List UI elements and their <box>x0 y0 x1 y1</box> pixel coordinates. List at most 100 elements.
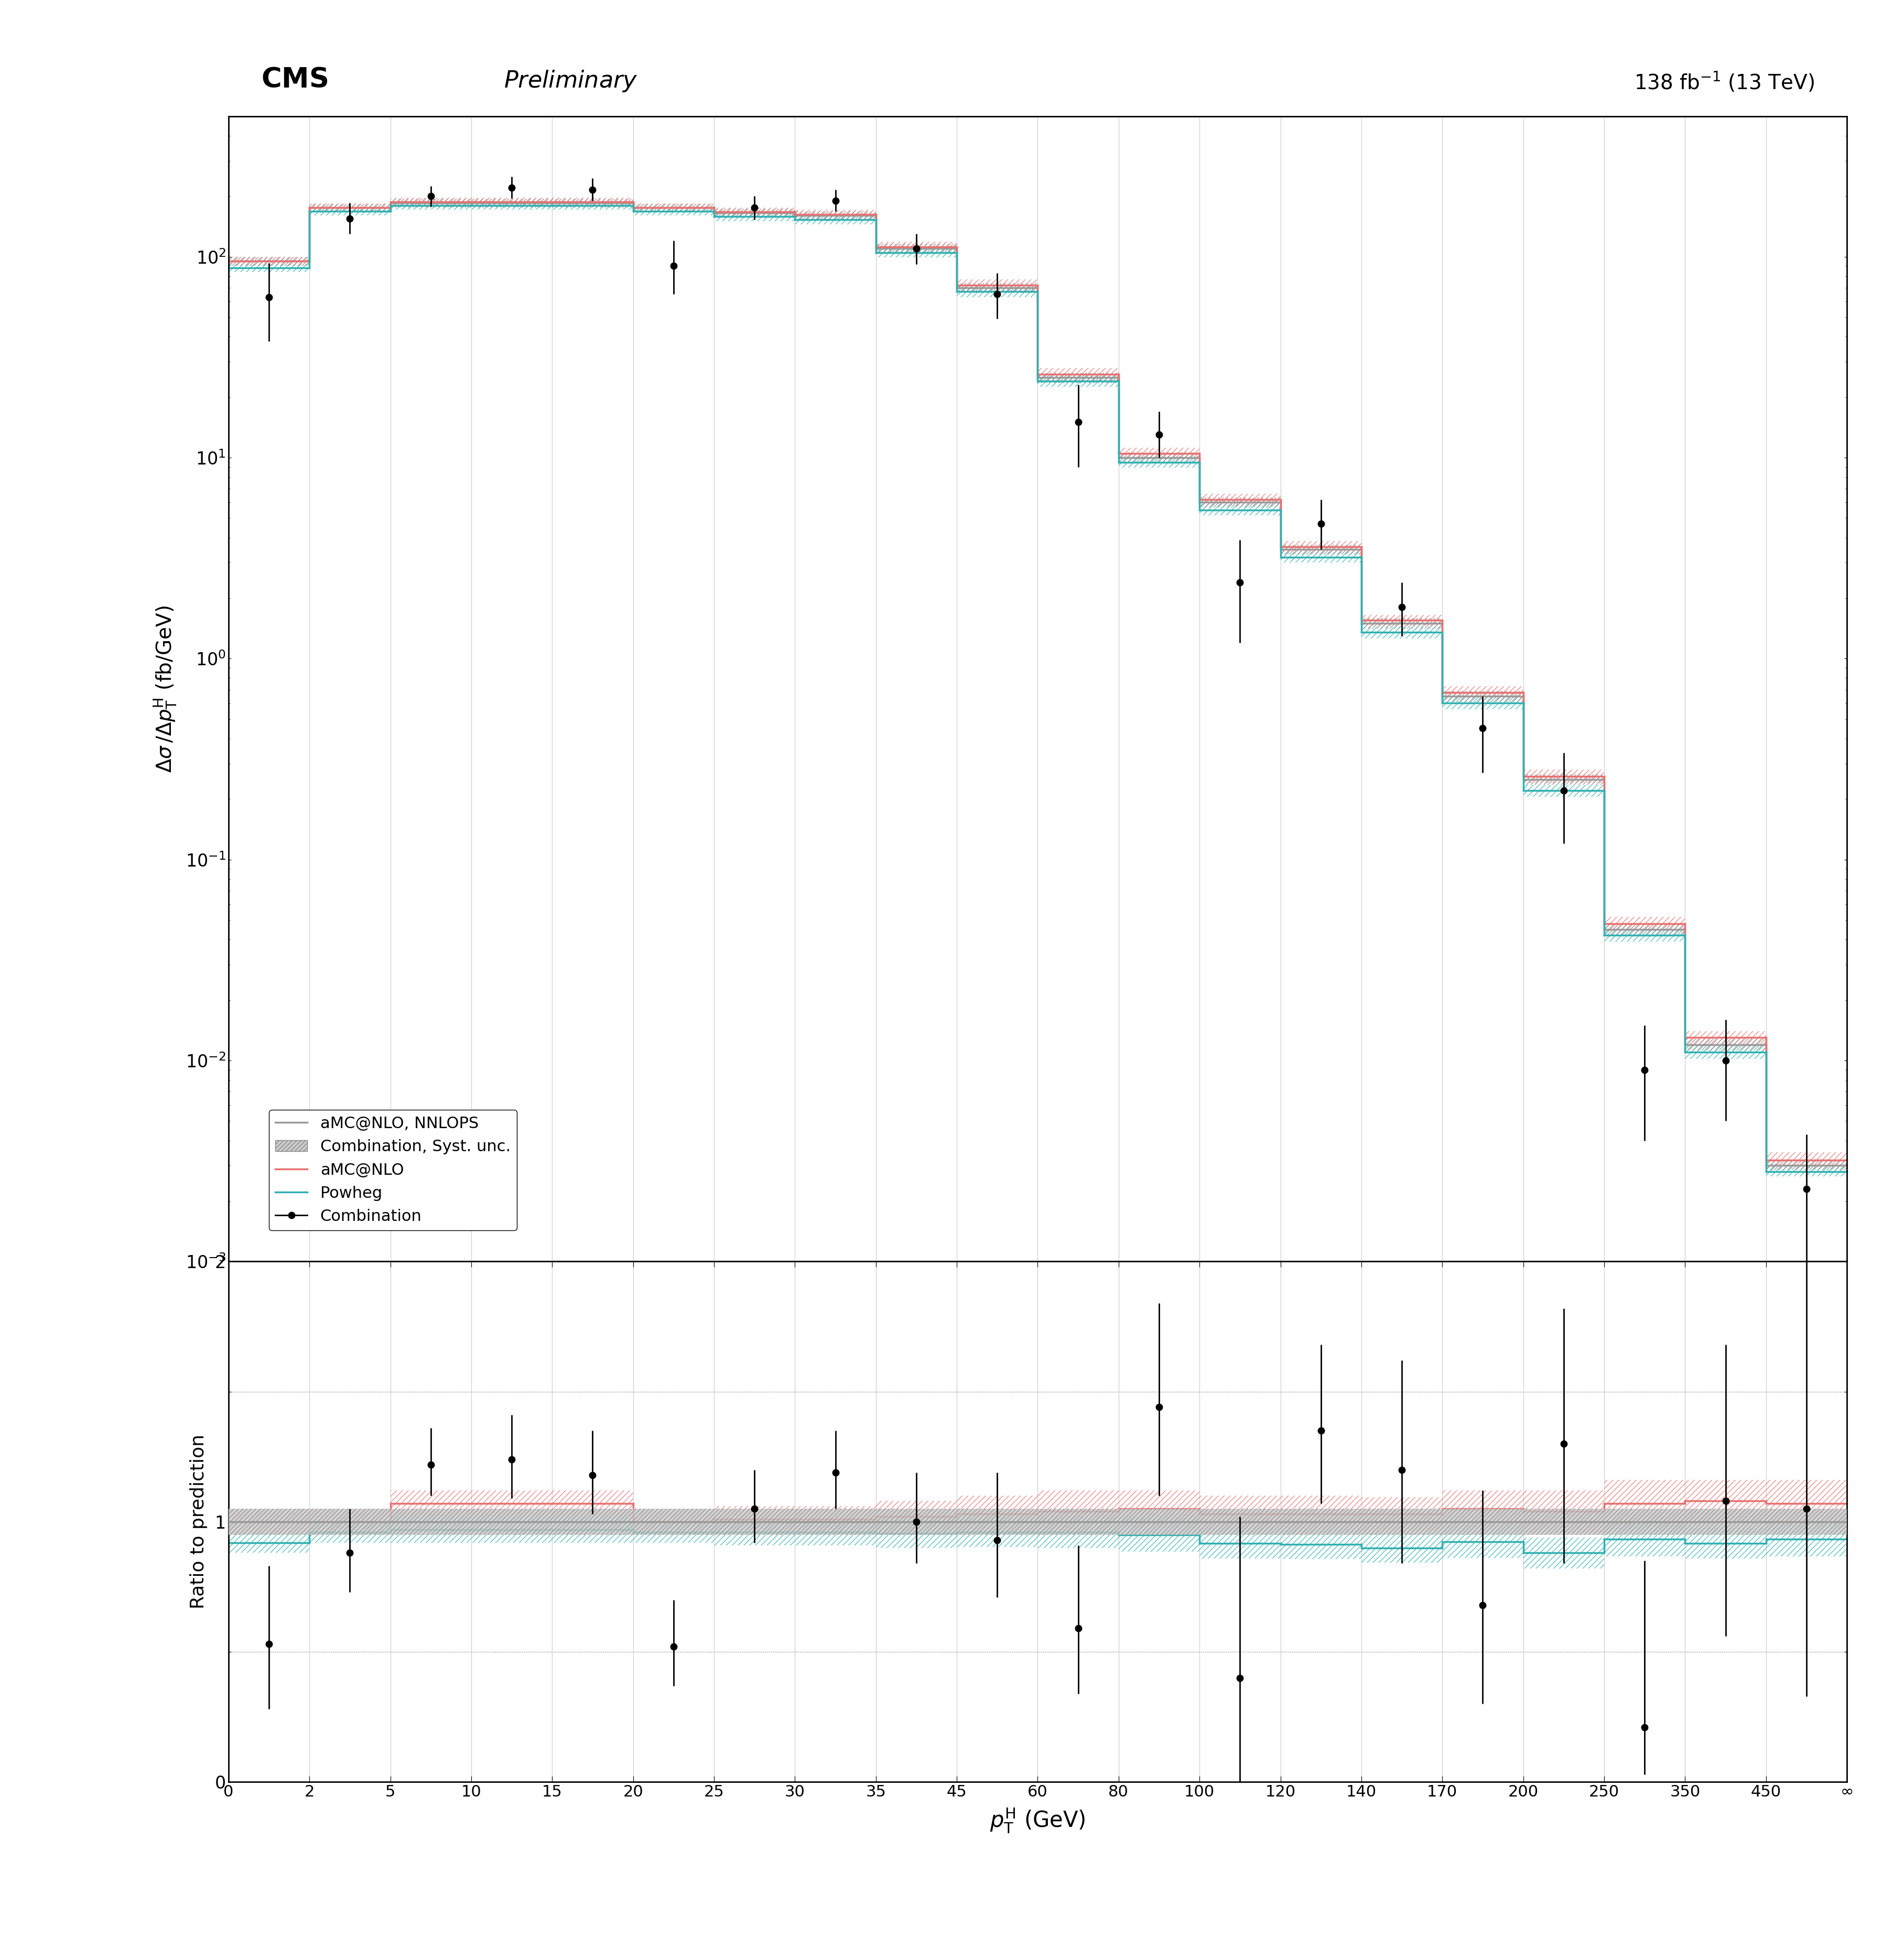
Bar <box>714 1509 796 1534</box>
Bar <box>1605 1509 1685 1534</box>
Bar <box>876 242 958 252</box>
Bar <box>796 211 876 221</box>
Bar <box>1038 376 1120 387</box>
Bar <box>310 207 390 215</box>
Bar <box>634 1522 714 1542</box>
Bar <box>958 279 1038 292</box>
Bar <box>390 1491 472 1517</box>
Bar <box>1361 1497 1443 1530</box>
Bar <box>1038 1491 1120 1532</box>
Bar <box>1281 540 1361 554</box>
Bar <box>714 207 796 217</box>
Bar <box>390 201 472 209</box>
Bar <box>796 1509 876 1534</box>
Bar <box>634 203 714 213</box>
Bar <box>1281 1509 1361 1534</box>
Bar <box>1443 692 1523 701</box>
Bar <box>714 213 796 221</box>
Bar <box>1120 1509 1200 1534</box>
Bar <box>1523 1509 1605 1534</box>
Bar <box>1120 1491 1200 1526</box>
Bar <box>796 1507 876 1532</box>
Bar <box>1685 1528 1767 1559</box>
Bar <box>1605 924 1685 936</box>
Bar <box>958 283 1038 292</box>
Bar <box>714 209 796 217</box>
Bar <box>472 1509 552 1534</box>
Bar <box>958 1495 1038 1532</box>
Bar <box>1361 618 1443 630</box>
Bar <box>310 1522 390 1542</box>
Bar <box>552 200 634 207</box>
Bar <box>310 203 390 211</box>
Bar <box>1767 1522 1847 1557</box>
Bar <box>796 209 876 219</box>
Bar <box>228 1532 310 1553</box>
Bar <box>228 263 310 271</box>
Bar <box>1038 372 1120 384</box>
Text: $\it{Preliminary}$: $\it{Preliminary}$ <box>503 68 638 93</box>
Bar <box>1200 504 1281 515</box>
Bar <box>634 207 714 215</box>
Bar <box>1200 1528 1281 1559</box>
Bar <box>1523 1491 1605 1532</box>
Bar <box>1443 686 1523 699</box>
Text: $\mathbf{CMS}$: $\mathbf{CMS}$ <box>261 66 327 93</box>
Bar <box>1361 1532 1443 1563</box>
Bar <box>310 1509 390 1534</box>
Bar <box>958 1509 1038 1534</box>
Bar <box>228 258 310 265</box>
Bar <box>714 1519 796 1546</box>
Bar <box>1523 769 1605 783</box>
Bar <box>1523 775 1605 784</box>
Bar <box>1200 1495 1281 1532</box>
Bar <box>552 1509 632 1534</box>
Bar <box>876 1509 958 1534</box>
Bar <box>1120 447 1200 459</box>
Bar <box>552 1517 632 1542</box>
Bar <box>1038 1517 1120 1548</box>
Bar <box>1523 1538 1605 1569</box>
Bar <box>1200 1509 1281 1534</box>
Y-axis label: Ratio to prediction: Ratio to prediction <box>190 1435 208 1610</box>
Bar <box>1200 498 1281 507</box>
Bar <box>1767 1162 1847 1170</box>
Bar <box>1443 697 1523 709</box>
Bar <box>876 248 958 258</box>
Bar <box>1361 1509 1443 1534</box>
Bar <box>1767 1509 1847 1534</box>
Bar <box>796 1519 876 1546</box>
Y-axis label: $\Delta\sigma\,/\Delta p_{\mathrm{T}}^{\mathrm{H}}\ \mathrm{(fb/GeV)}$: $\Delta\sigma\,/\Delta p_{\mathrm{T}}^{\… <box>152 604 179 773</box>
Bar <box>390 1517 472 1542</box>
Bar <box>634 1509 714 1534</box>
Bar <box>228 1509 310 1534</box>
Bar <box>472 200 552 207</box>
Bar <box>1200 494 1281 506</box>
Bar <box>1685 1509 1767 1534</box>
Bar <box>390 200 472 207</box>
Bar <box>228 1509 310 1534</box>
Text: 138 fb$^{-1}$ (13 TeV): 138 fb$^{-1}$ (13 TeV) <box>1634 70 1815 93</box>
Bar <box>1685 1030 1767 1044</box>
Bar <box>1038 1509 1120 1534</box>
Bar <box>472 201 552 209</box>
Bar <box>796 215 876 225</box>
Bar <box>552 1491 632 1517</box>
Bar <box>472 1491 552 1517</box>
Bar <box>310 1509 390 1534</box>
Bar <box>876 1519 958 1548</box>
Bar <box>390 1509 472 1534</box>
Bar <box>1361 614 1443 626</box>
Bar <box>1281 1495 1361 1532</box>
Bar <box>1281 544 1361 554</box>
Bar <box>1443 1526 1523 1557</box>
Bar <box>1281 1528 1361 1559</box>
Bar <box>1685 1046 1767 1060</box>
Bar <box>1767 1153 1847 1168</box>
Bar <box>634 203 714 211</box>
Bar <box>310 203 390 213</box>
Bar <box>1120 1519 1200 1552</box>
Bar <box>1523 784 1605 796</box>
Bar <box>472 198 552 207</box>
Bar <box>1605 930 1685 941</box>
